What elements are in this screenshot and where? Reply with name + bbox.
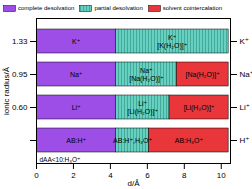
svg-text:Na⁺: Na⁺ [240, 70, 252, 79]
svg-text:ionic radius/Å: ionic radius/Å [2, 66, 11, 115]
svg-text:AB:H₃O⁺: AB:H₃O⁺ [175, 137, 204, 144]
svg-text:[Li(H₂O)]⁺: [Li(H₂O)]⁺ [184, 104, 215, 112]
svg-text:AB:H⁺,H₃O⁺: AB:H⁺,H₃O⁺ [113, 137, 152, 144]
svg-text:2: 2 [71, 171, 76, 180]
html-text:partial desolvation: partial desolvation [94, 5, 143, 11]
svg-text:dAA<10:H₃O⁺: dAA<10:H₃O⁺ [40, 156, 81, 163]
svg-text:10: 10 [217, 171, 226, 180]
html-text:solvent cointercalation: solvent cointercalation [162, 5, 223, 11]
svg-text:0.60: 0.60 [12, 103, 28, 112]
svg-text:K⁺: K⁺ [240, 37, 250, 46]
svg-text:Li⁺: Li⁺ [240, 103, 250, 112]
svg-text:Na⁺[Na(H₂O)]⁺: Na⁺[Na(H₂O)]⁺ [129, 67, 164, 82]
svg-text:H⁺: H⁺ [240, 136, 250, 145]
svg-text:6: 6 [145, 171, 150, 180]
svg-text:K⁺: K⁺ [72, 38, 81, 45]
svg-text:Li⁺: Li⁺ [72, 104, 81, 111]
svg-text:8: 8 [182, 171, 187, 180]
svg-text:1.33: 1.33 [12, 37, 28, 46]
html-text:complete desolvation: complete desolvation [18, 5, 75, 11]
svg-text:Na⁺: Na⁺ [70, 71, 83, 78]
svg-text:Li⁺[Li(H₂O)]⁺: Li⁺[Li(H₂O)]⁺ [127, 100, 158, 115]
svg-text:K⁺[K(H₂O)]⁺: K⁺[K(H₂O)]⁺ [157, 34, 187, 49]
svg-text:AB:H⁺: AB:H⁺ [66, 137, 86, 144]
svg-text:0.95: 0.95 [12, 70, 28, 79]
svg-text:0: 0 [34, 171, 39, 180]
svg-text:d/Å: d/Å [127, 179, 140, 188]
svg-text:[Na(H₂O)]⁺: [Na(H₂O)]⁺ [186, 71, 221, 79]
svg-text:4: 4 [108, 171, 113, 180]
